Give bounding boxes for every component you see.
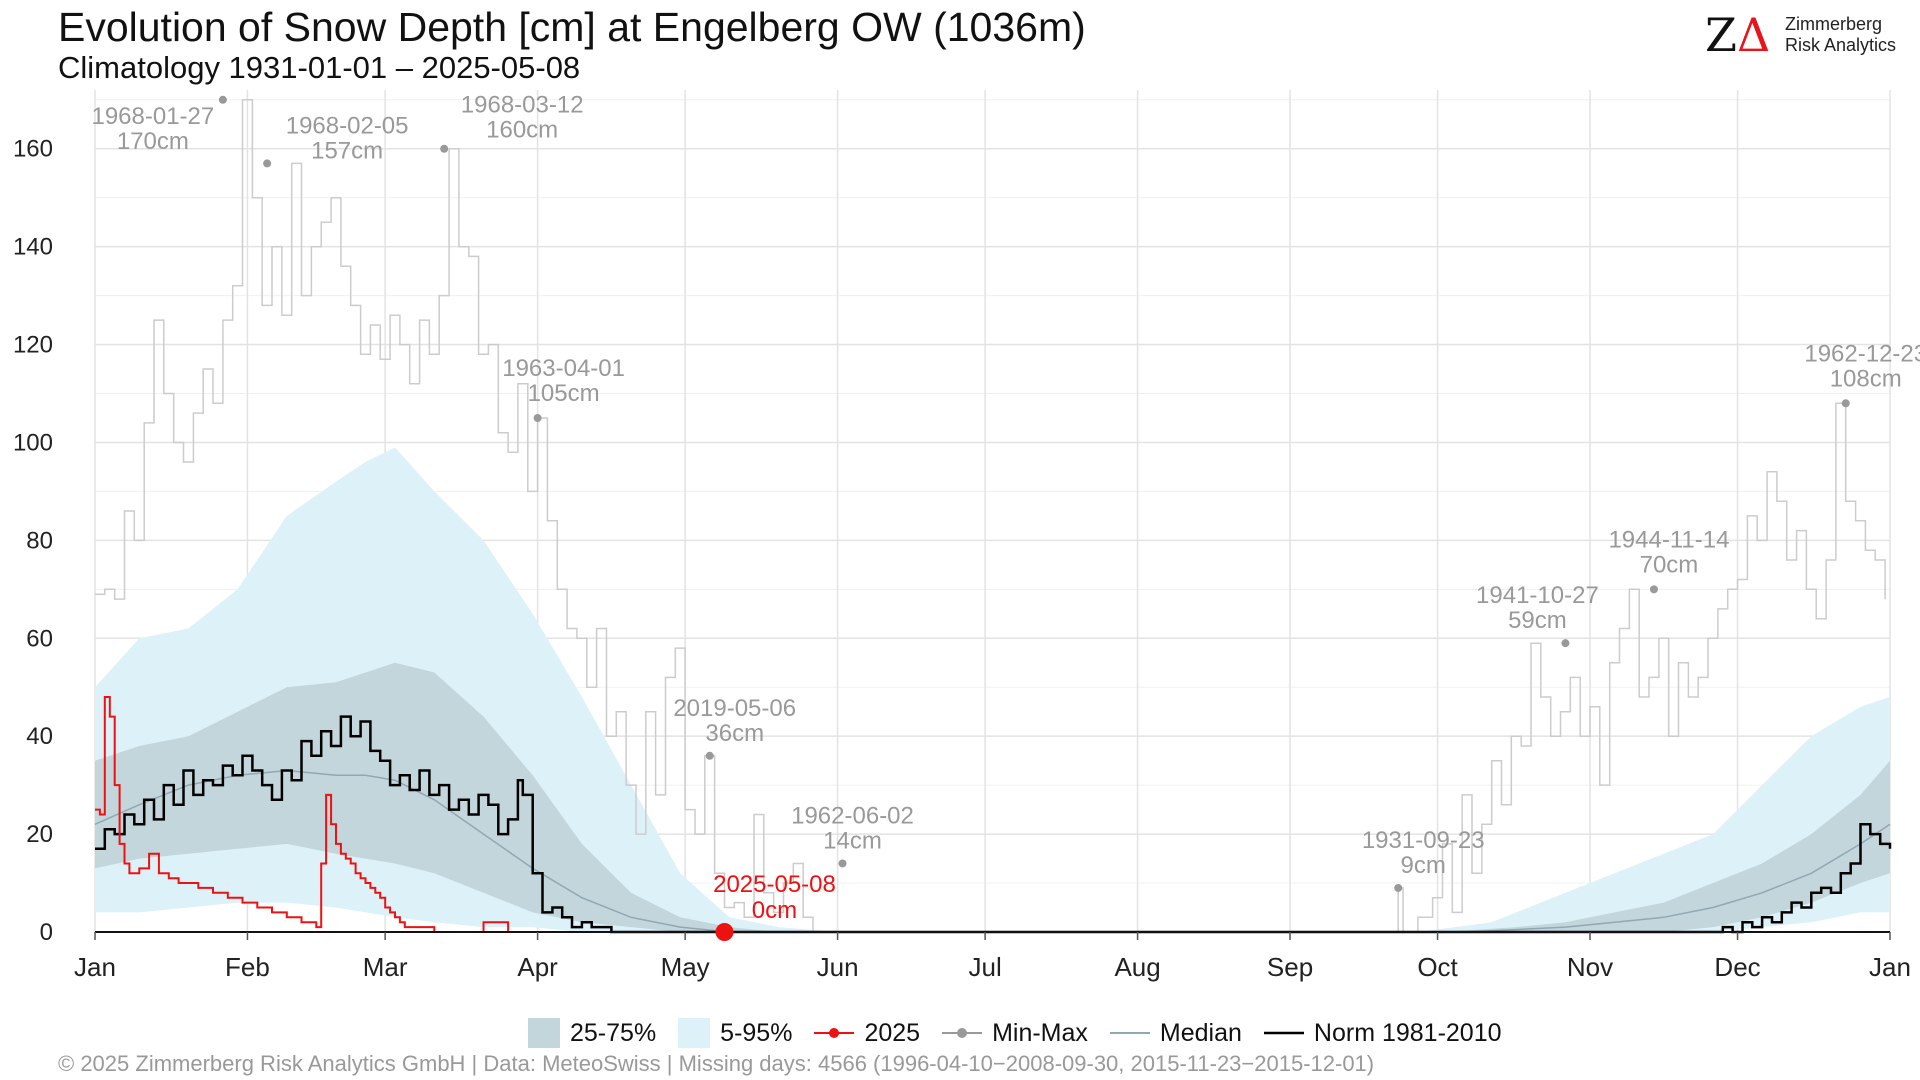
current-point-2025 (715, 923, 734, 941)
chart-legend: 25-75% 5-95% 2025 Min-Max Median Norm 19… (528, 1015, 1524, 1051)
legend-item-norm: Norm 1981-2010 (1263, 1018, 1502, 1048)
current-point-date-label: 2025-05-08 (713, 871, 836, 898)
legend-label-median: Median (1159, 1018, 1242, 1047)
y-tick-label: 20 (26, 821, 53, 848)
legend-label-25-75: 25-75% (570, 1018, 657, 1047)
logo-line2: Risk Analytics (1785, 35, 1897, 55)
x-tick-label: Aug (1114, 952, 1160, 982)
x-tick-label: Mar (363, 952, 408, 982)
legend-item-minmax: Min-Max (942, 1019, 1088, 1048)
max-annotation-date: 1968-03-12 (461, 92, 584, 119)
band-25-75 (95, 662, 1890, 932)
max-annotation-value: 9cm (1401, 852, 1446, 879)
x-tick-label: Sep (1267, 952, 1313, 982)
max-annotation-date: 1931-09-23 (1362, 827, 1485, 854)
max-annotation-value: 160cm (486, 117, 558, 144)
y-tick-label: 140 (13, 234, 53, 261)
logo-mark: ZΔ (1705, 10, 1770, 60)
max-annotation-date: 1968-01-27 (91, 103, 214, 130)
max-annotation-value: 157cm (311, 137, 383, 164)
current-point-value-label: 0cm (752, 897, 797, 924)
max-annotation-date: 1944-11-14 (1608, 526, 1729, 553)
max-point (1561, 639, 1570, 648)
max-point (838, 859, 847, 868)
legend-swatch-median (1109, 1032, 1150, 1034)
max-point (1841, 399, 1850, 408)
max-annotation-date: 1963-04-01 (502, 355, 625, 382)
y-tick-label: 60 (26, 625, 53, 652)
max-annotation-date: 1962-06-02 (791, 802, 914, 829)
logo-delta: Δ (1736, 8, 1771, 62)
x-tick-label: Jan (1869, 952, 1911, 982)
logo-line1: Zimmerberg (1785, 14, 1883, 34)
y-tick-label: 100 (13, 429, 53, 456)
legend-label-norm: Norm 1981-2010 (1313, 1018, 1502, 1047)
legend-item-median: Median (1109, 1018, 1242, 1048)
x-tick-label: Oct (1417, 952, 1458, 982)
legend-item-5-95: 5-95% (678, 1018, 792, 1048)
y-tick-label: 160 (13, 136, 53, 163)
y-tick-label: 0 (40, 919, 53, 946)
x-tick-label: Feb (225, 952, 270, 982)
legend-swatch-25-75 (528, 1018, 560, 1048)
max-annotation-value: 108cm (1830, 365, 1902, 392)
max-point (1649, 585, 1658, 594)
x-tick-label: Jan (74, 952, 116, 982)
x-tick-label: Nov (1567, 952, 1613, 982)
max-annotation-value: 14cm (823, 827, 882, 854)
max-point (218, 95, 227, 104)
max-annotation-value: 170cm (117, 128, 189, 155)
legend-swatch-5-95 (678, 1018, 711, 1048)
median-line (94, 769, 1891, 933)
max-annotation-value: 70cm (1640, 551, 1699, 578)
chart-title: Evolution of Snow Depth [cm] at Engelber… (58, 4, 1086, 50)
company-logo: ZΔ Zimmerberg Risk Analytics (1705, 10, 1905, 60)
max-annotation-date: 1968-02-05 (286, 112, 409, 139)
max-annotation-date: 1962-12-23 (1804, 340, 1920, 367)
logo-letter: Z (1705, 8, 1737, 62)
max-annotation-value: 105cm (528, 380, 600, 407)
x-tick-label: May (661, 952, 710, 982)
legend-swatch-2025 (814, 1028, 855, 1038)
max-point (1394, 883, 1403, 892)
max-annotation-value: 36cm (705, 720, 764, 747)
max-point (533, 413, 542, 422)
series-2025-line (95, 696, 725, 933)
norm-line (95, 715, 1892, 934)
max-point (263, 159, 272, 168)
x-tick-label: Jun (817, 952, 859, 982)
max-annotation-value: 59cm (1508, 607, 1567, 634)
legend-swatch-norm (1263, 1031, 1304, 1035)
legend-label-2025: 2025 (864, 1018, 921, 1047)
chart-subtitle: Climatology 1931-01-01 – 2025-05-08 (58, 50, 581, 85)
y-tick-label: 40 (26, 723, 53, 750)
legend-swatch-minmax (942, 1028, 983, 1038)
y-tick-label: 120 (13, 332, 53, 359)
footer-credits: © 2025 Zimmerberg Risk Analytics GmbH | … (58, 1051, 1375, 1076)
y-tick-label: 80 (26, 527, 53, 554)
logo-text: Zimmerberg Risk Analytics (1785, 14, 1896, 56)
legend-item-25-75: 25-75% (528, 1018, 656, 1048)
x-tick-label: Apr (517, 952, 558, 982)
minmax-line (95, 99, 1886, 933)
x-tick-label: Jul (968, 952, 1001, 982)
max-annotation-date: 2019-05-06 (673, 695, 796, 722)
legend-item-2025: 2025 (814, 1019, 920, 1048)
max-point (440, 144, 449, 153)
legend-label-5-95: 5-95% (720, 1018, 793, 1047)
max-annotation-date: 1941-10-27 (1476, 582, 1599, 609)
x-tick-label: Dec (1714, 952, 1760, 982)
max-point (705, 751, 714, 760)
legend-label-minmax: Min-Max (992, 1018, 1088, 1047)
